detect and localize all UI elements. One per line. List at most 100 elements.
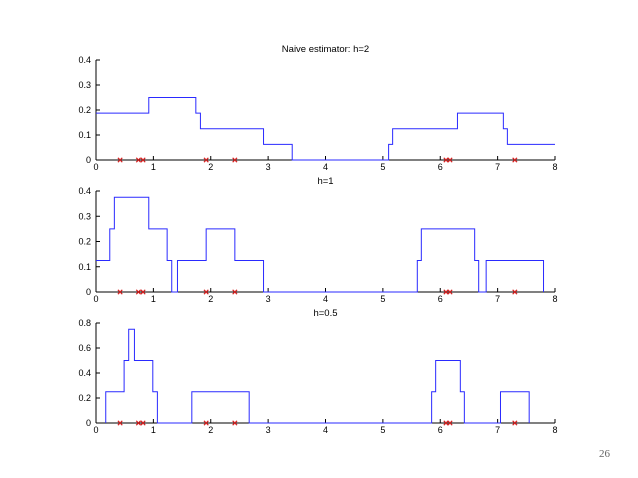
sample-marker-stroke: [512, 157, 518, 163]
x-tick-label: 0: [93, 425, 98, 435]
x-tick-label: 4: [323, 425, 328, 435]
sample-marker-stroke: [140, 289, 146, 295]
x-tick-label: 1: [151, 294, 156, 304]
y-tick-label: 0.4: [78, 55, 91, 65]
sample-marker: [232, 420, 238, 426]
x-tick-label: 7: [495, 162, 500, 172]
sample-marker-stroke: [135, 289, 142, 295]
x-tick-label: 2: [208, 162, 213, 172]
sample-marker: [203, 157, 209, 163]
y-tick-label: 0.6: [78, 343, 91, 353]
sample-marker-stroke: [203, 420, 209, 426]
sample-marker: [512, 420, 518, 426]
sample-marker: [140, 289, 146, 295]
x-tick-label: 6: [438, 294, 443, 304]
x-tick-label: 4: [323, 294, 328, 304]
sample-marker: [140, 157, 146, 163]
x-tick-label: 1: [151, 425, 156, 435]
sample-marker-stroke: [447, 157, 453, 163]
x-tick-label: 3: [266, 162, 271, 172]
y-tick-label: 0.4: [78, 186, 91, 196]
sample-marker: [117, 157, 123, 163]
x-tick-label: 6: [438, 162, 443, 172]
x-tick-label: 2: [208, 425, 213, 435]
x-tick-label: 8: [552, 162, 557, 172]
sample-marker-stroke: [135, 157, 142, 163]
sample-marker: [135, 420, 142, 426]
density-estimate-line: [105, 328, 530, 424]
sample-marker: [447, 157, 453, 163]
sample-marker-stroke: [443, 157, 449, 163]
density-estimate-line: [96, 97, 555, 161]
x-tick-label: 5: [380, 294, 385, 304]
sample-marker: [117, 420, 123, 426]
sample-marker-stroke: [203, 289, 209, 295]
sample-marker-stroke: [232, 289, 238, 295]
y-tick-label: 0.8: [78, 318, 91, 328]
sample-marker-stroke: [232, 157, 238, 163]
x-tick-label: 3: [266, 294, 271, 304]
y-tick-label: 0: [86, 155, 91, 165]
y-tick-label: 0.2: [78, 105, 91, 115]
sample-marker: [232, 157, 238, 163]
y-tick-label: 0: [86, 418, 91, 428]
x-tick-label: 3: [266, 425, 271, 435]
sample-marker: [203, 289, 209, 295]
y-tick-label: 0.4: [78, 368, 91, 378]
sample-marker-stroke: [140, 157, 146, 163]
y-tick-label: 0.3: [78, 211, 91, 221]
chart-title: h=0.5: [313, 308, 337, 319]
sample-marker-stroke: [140, 420, 146, 426]
y-tick-label: 0.1: [78, 262, 91, 272]
x-tick-label: 8: [552, 425, 557, 435]
sample-marker-stroke: [117, 420, 123, 426]
sample-marker: [117, 289, 123, 295]
x-tick-label: 8: [552, 294, 557, 304]
sample-marker-stroke: [117, 289, 123, 295]
panel-h2: Naive estimator: h=2 0 1 2 3 4 5 6 7 8 0 0.1 0.2 0.3 0…: [78, 44, 557, 172]
sample-marker: [443, 289, 449, 295]
y-tick-label: 0.2: [78, 393, 91, 403]
sample-marker-stroke: [447, 289, 453, 295]
sample-marker: [140, 420, 146, 426]
sample-marker-stroke: [203, 157, 209, 163]
x-tick-label: 5: [380, 425, 385, 435]
x-tick-label: 7: [495, 425, 500, 435]
sample-marker: [447, 420, 453, 426]
x-tick-label: 2: [208, 294, 213, 304]
sample-marker-stroke: [443, 420, 449, 426]
x-tick-label: 7: [495, 294, 500, 304]
sample-marker: [135, 157, 142, 163]
y-tick-label: 0.2: [78, 237, 91, 247]
y-tick-label: 0: [86, 287, 91, 297]
y-tick-label: 0.3: [78, 80, 91, 90]
sample-marker-stroke: [512, 420, 518, 426]
sample-marker-stroke: [117, 157, 123, 163]
panel-h05: h=0.5 0 1 2 3 4 5 6 7 8 0 0.2 0.4 0.6 0.8: [78, 308, 557, 435]
panel-h1: h=1 0 1 2 3 4 5 6 7 8 0 0.1 0.2 0.3 0.4: [78, 176, 557, 304]
sample-marker: [447, 289, 453, 295]
sample-marker: [135, 289, 142, 295]
x-tick-label: 1: [151, 162, 156, 172]
density-estimate-line: [96, 196, 545, 293]
x-tick-label: 6: [438, 425, 443, 435]
sample-marker: [232, 289, 238, 295]
sample-marker: [203, 420, 209, 426]
x-tick-label: 0: [93, 162, 98, 172]
sample-marker-stroke: [135, 420, 142, 426]
chart-title: Naive estimator: h=2: [282, 44, 369, 55]
sample-marker: [512, 289, 518, 295]
sample-marker-stroke: [232, 420, 238, 426]
x-tick-label: 5: [380, 162, 385, 172]
sample-marker-stroke: [512, 289, 518, 295]
sample-marker-stroke: [447, 420, 453, 426]
page-number: 26: [599, 448, 610, 460]
y-tick-label: 0.1: [78, 130, 91, 140]
chart-title: h=1: [317, 176, 333, 187]
sample-marker: [443, 157, 449, 163]
x-tick-label: 4: [323, 162, 328, 172]
sample-marker-stroke: [443, 289, 449, 295]
x-tick-label: 0: [93, 294, 98, 304]
sample-marker: [512, 157, 518, 163]
